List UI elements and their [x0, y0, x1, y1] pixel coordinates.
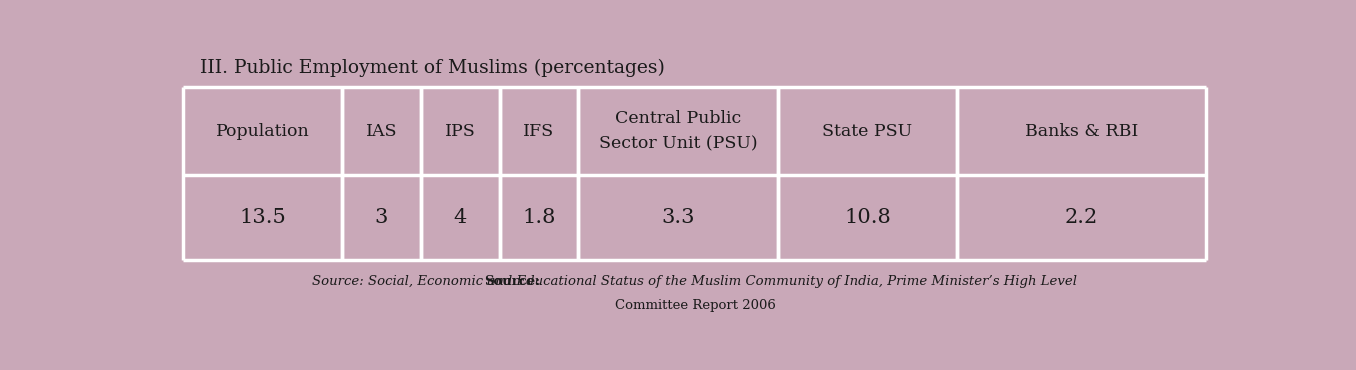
Text: State PSU: State PSU — [822, 122, 913, 139]
Text: Banks & RBI: Banks & RBI — [1025, 122, 1138, 139]
Text: Source: Social, Economic and Educational Status of the Muslim Community of India: Source: Social, Economic and Educational… — [312, 275, 1078, 288]
Text: Source:: Source: — [484, 275, 540, 288]
Text: IPS: IPS — [445, 122, 476, 139]
Text: Central Public
Sector Unit (PSU): Central Public Sector Unit (PSU) — [599, 110, 758, 152]
Text: III. Public Employment of Muslims (percentages): III. Public Employment of Muslims (perce… — [201, 58, 666, 77]
Text: 13.5: 13.5 — [240, 208, 286, 227]
Text: Committee Report 2006: Committee Report 2006 — [614, 299, 776, 312]
Text: 3: 3 — [374, 208, 388, 227]
Text: 10.8: 10.8 — [843, 208, 891, 227]
Text: Population: Population — [216, 122, 309, 139]
Text: IAS: IAS — [366, 122, 397, 139]
Text: 4: 4 — [453, 208, 466, 227]
Text: IFS: IFS — [523, 122, 555, 139]
Text: 2.2: 2.2 — [1064, 208, 1098, 227]
Text: 3.3: 3.3 — [662, 208, 694, 227]
Text: 1.8: 1.8 — [522, 208, 556, 227]
